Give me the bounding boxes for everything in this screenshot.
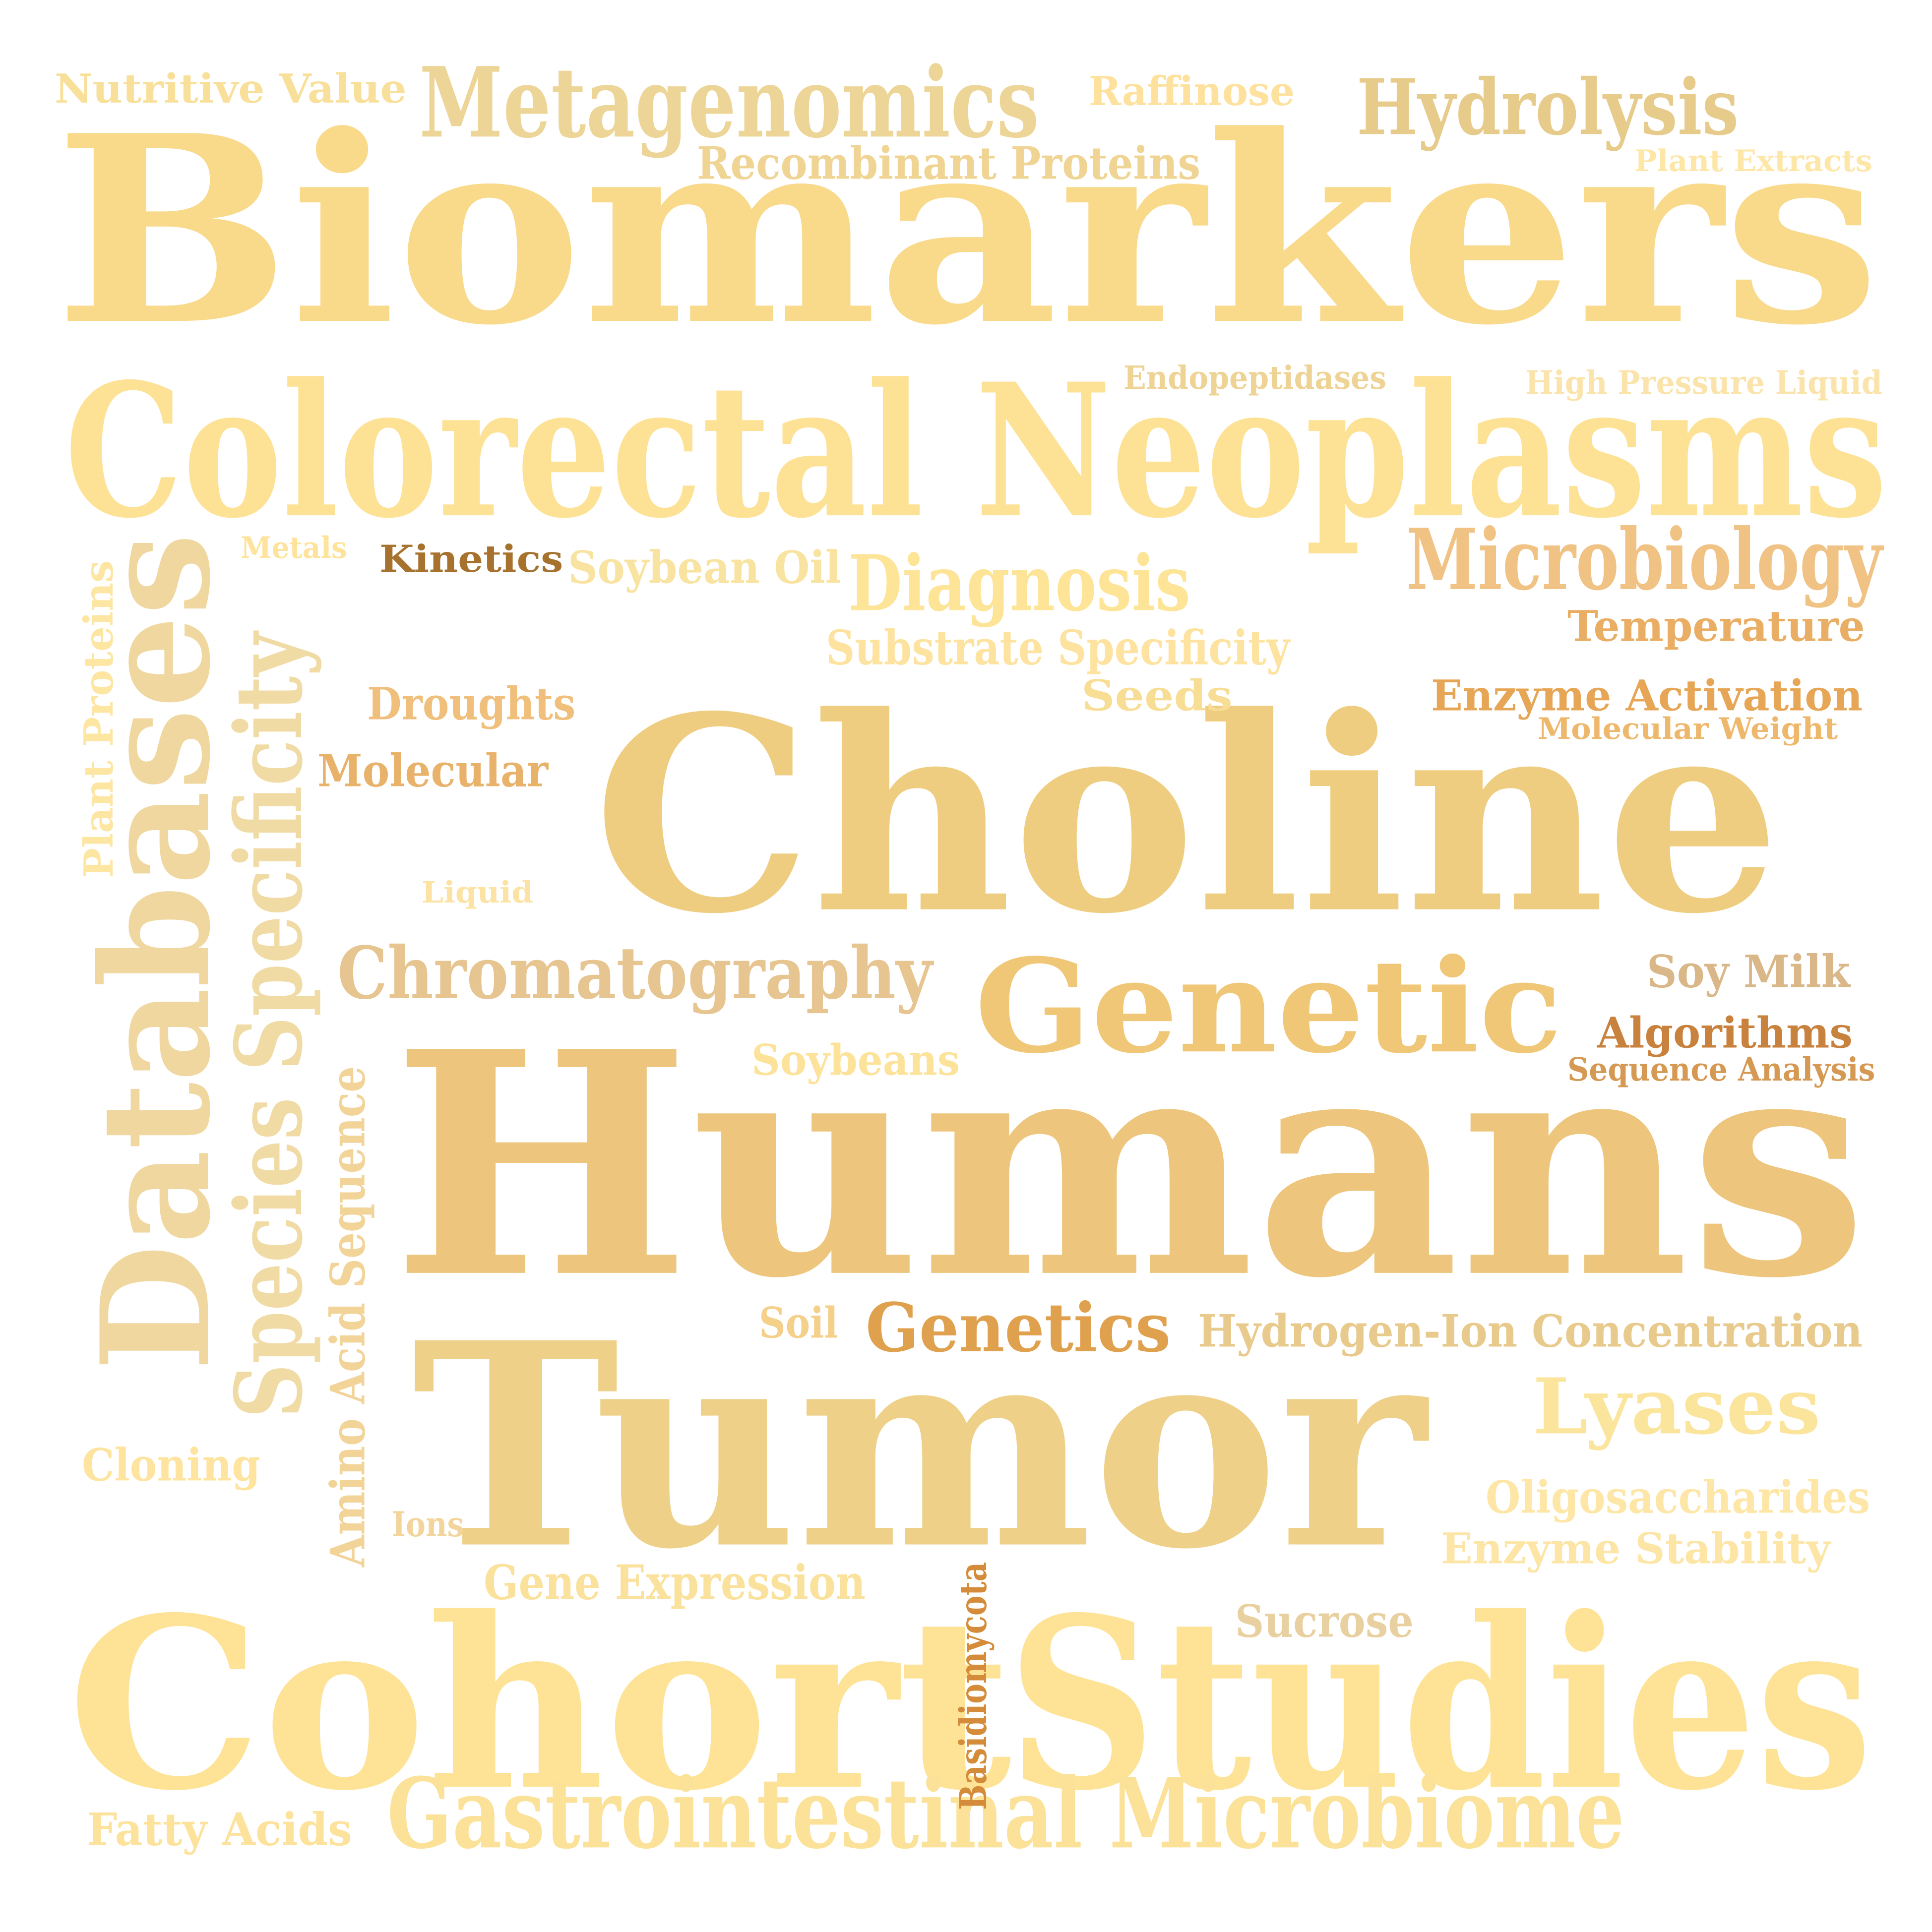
word-high-pressure-liquid: High Pressure Liquid bbox=[1525, 364, 1882, 402]
word-raffinose: Raffinose bbox=[1089, 68, 1295, 115]
word-plant-extracts: Plant Extracts bbox=[1634, 143, 1872, 179]
word-endopeptidases: Endopeptidases bbox=[1123, 359, 1387, 397]
word-temperature: Temperature bbox=[1567, 601, 1865, 651]
word-metals: Metals bbox=[241, 530, 347, 565]
word-kinetics: Kinetics bbox=[379, 537, 563, 581]
word-soybeans: Soybeans bbox=[751, 1035, 960, 1085]
word-basidiomycota: Basidiomycota bbox=[951, 1562, 995, 1810]
word-soybean-oil: Soybean Oil bbox=[568, 541, 841, 594]
word-algorithms: Algorithms bbox=[1597, 1008, 1853, 1058]
word-humans: Humans bbox=[392, 984, 1868, 1346]
word-biomarkers: Biomarkers bbox=[55, 79, 1880, 382]
word-enzyme-activation: Enzyme Activation bbox=[1431, 670, 1863, 721]
word-colorectal-neoplasms: Colorectal Neoplasms bbox=[64, 343, 1887, 559]
word-sequence-analysis: Sequence Analysis bbox=[1567, 1051, 1875, 1089]
word-fatty-acids: Fatty Acids bbox=[87, 1803, 352, 1856]
word-droughts: Droughts bbox=[367, 677, 576, 730]
word-lyases: Lyases bbox=[1533, 1361, 1821, 1452]
word-microbiology: Microbiology bbox=[1406, 510, 1882, 609]
word-metagenomics: Metagenomics bbox=[419, 46, 1040, 160]
word-substrate-specificity: Substrate Specificity bbox=[826, 620, 1290, 676]
word-sucrose: Sucrose bbox=[1235, 1595, 1414, 1648]
word-studies: Studies bbox=[1007, 1566, 1873, 1843]
word-hydrolysis: Hydrolysis bbox=[1357, 62, 1739, 153]
word-recombinant-proteins: Recombinant Proteins bbox=[697, 137, 1201, 190]
word-genetics: Genetics bbox=[866, 1288, 1171, 1367]
word-liquid: Liquid bbox=[422, 875, 534, 910]
word-chromatography: Chromatography bbox=[337, 931, 933, 1016]
word-gastrointestinal-microbiome: Gastrointestinal Microbiome bbox=[387, 1757, 1625, 1871]
word-species-specificity: Species Specificity bbox=[215, 632, 323, 1418]
word-diagnosis: Diagnosis bbox=[848, 538, 1190, 629]
word-tumor: Tumor bbox=[412, 1282, 1427, 1611]
word-molecular-weight: Molecular Weight bbox=[1538, 711, 1838, 746]
word-enzyme-stability: Enzyme Stability bbox=[1441, 1523, 1831, 1573]
word-plant-proteins: Plant Proteins bbox=[75, 560, 123, 878]
word-seeds: Seeds bbox=[1081, 670, 1233, 721]
word-amino-acid-sequence: Amino Acid Sequence bbox=[320, 1066, 376, 1567]
word-cohort: Cohort bbox=[67, 1566, 1012, 1843]
word-genetic: Genetic bbox=[975, 931, 1562, 1083]
word-ions: Ions bbox=[392, 1504, 464, 1545]
word-soil: Soil bbox=[759, 1298, 838, 1348]
word-oligosaccharides: Oligosaccharides bbox=[1486, 1471, 1870, 1524]
word-hydrogen-ion-concentration: Hydrogen-Ion Concentration bbox=[1198, 1305, 1863, 1358]
word-nutritive-value: Nutritive Value bbox=[55, 65, 407, 113]
word-soy-milk: Soy Milk bbox=[1647, 945, 1850, 998]
word-gene-expression: Gene Expression bbox=[484, 1555, 866, 1611]
word-cloning: Cloning bbox=[82, 1439, 260, 1492]
word-choline: Choline bbox=[593, 658, 1781, 973]
word-molecular: Molecular bbox=[317, 744, 549, 797]
